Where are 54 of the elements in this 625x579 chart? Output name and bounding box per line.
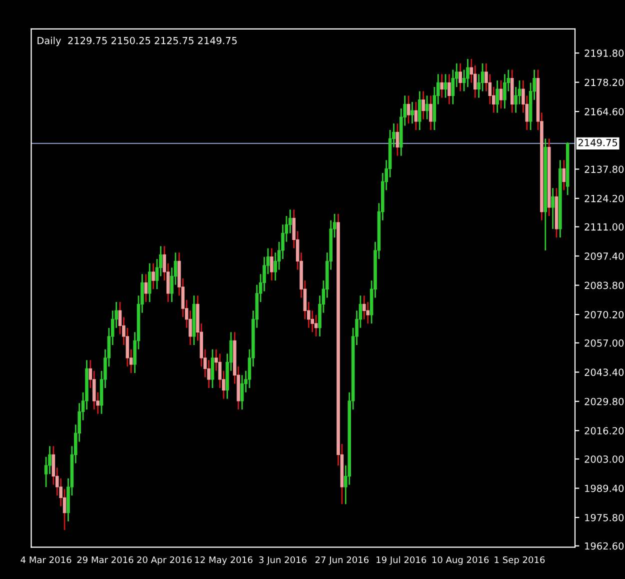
candlestick (314, 314, 318, 338)
y-tick-label: 2070.20 (584, 310, 624, 318)
candlestick (396, 122, 400, 157)
x-tick-label: 10 Aug 2016 (432, 556, 489, 565)
ref-line-label: 2149.75 (578, 138, 618, 146)
candlestick (210, 348, 214, 389)
y-tick-label: 2029.80 (584, 398, 624, 406)
candlestick (270, 248, 274, 282)
y-tick-label: 2057.00 (584, 339, 624, 347)
candlestick (496, 80, 499, 114)
y-tick-label: 1962.60 (585, 542, 624, 550)
y-tick-label: 1975.80 (585, 514, 624, 522)
candlestick (429, 94, 432, 131)
candlestick (148, 262, 152, 303)
y-tick-label: 2164.60 (584, 108, 624, 116)
x-tick-label: 4 Mar 2016 (20, 556, 72, 564)
y-tick-label: 2191.80 (584, 50, 624, 57)
candlestick (499, 80, 503, 110)
y-tick-label: 2178.20 (584, 78, 624, 86)
x-tick-label: 3 Jun 2016 (259, 556, 306, 565)
y-tick-label: 2124.20 (584, 194, 624, 202)
candlestick (414, 101, 418, 131)
x-tick-label: 29 Mar 2016 (77, 556, 134, 564)
y-tick-label: 1989.40 (585, 484, 624, 492)
candlestick (410, 101, 414, 124)
y-tick-label: 2003.00 (584, 455, 624, 463)
x-tick-label: 12 May 2016 (195, 556, 252, 565)
candlestick (418, 90, 422, 131)
y-tick-label: 2097.40 (584, 252, 624, 260)
candlestick (503, 73, 506, 110)
candlestick (440, 73, 444, 98)
x-tick-label: 1 Sep 2016 (494, 556, 545, 565)
candlestick (406, 94, 410, 124)
candlestick (425, 94, 429, 120)
candlestick (551, 187, 554, 230)
x-tick-label: 20 Apr 2016 (137, 556, 192, 565)
y-tick-label: 2043.40 (584, 368, 624, 376)
candlestick (362, 294, 366, 320)
y-tick-label: 2083.80 (584, 282, 624, 290)
y-tick-label: 2016.20 (584, 427, 624, 434)
candlestick (458, 62, 462, 92)
candlestick (562, 159, 566, 191)
candlestick (466, 58, 470, 88)
candlestick (144, 273, 148, 303)
candlestick (444, 73, 448, 98)
candlestick (152, 262, 155, 290)
x-tick-label: 19 Jul 2016 (376, 556, 426, 565)
y-tick-label: 2111.00 (584, 223, 624, 231)
candlestick (240, 374, 244, 410)
candlestick (448, 73, 451, 105)
chart-title: Daily 2129.75 2150.25 2125.75 2149.75 (38, 36, 237, 46)
x-tick-label: 27 Jun 2016 (315, 556, 369, 565)
y-tick-label: 2137.80 (584, 166, 624, 173)
candlestick (422, 90, 425, 120)
